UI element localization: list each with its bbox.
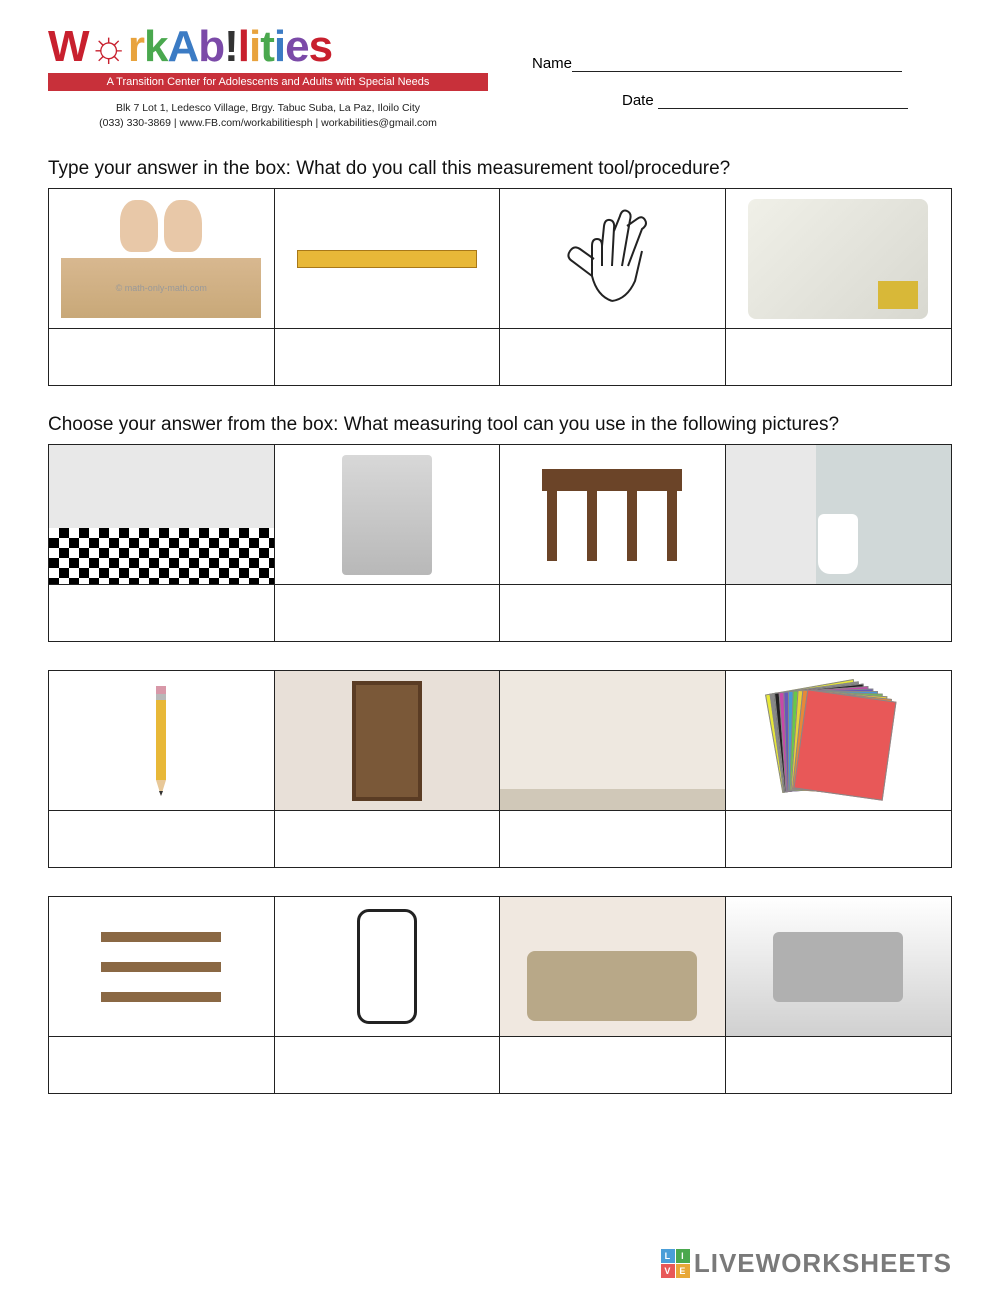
kitchen-sink-image	[726, 897, 952, 1037]
footer-brand: LIVEWORKSHEETS	[694, 1248, 952, 1279]
section-2-grid-row-3	[48, 896, 952, 1094]
tagline: A Transition Center for Adolescents and …	[48, 73, 488, 91]
section-1-grid: © math-only-math.com	[48, 188, 952, 386]
date-label: Date	[622, 92, 654, 109]
liveworksheets-logo: L I V E LIVEWORKSHEETS	[661, 1248, 952, 1279]
question-1: Type your answer in the box: What do you…	[48, 158, 952, 180]
section-2-grid-row-1	[48, 444, 952, 642]
wooden-table-image	[500, 445, 726, 585]
answer-input-8[interactable]	[726, 585, 952, 641]
address: Blk 7 Lot 1, Ledesco Village, Brgy. Tabu…	[48, 101, 488, 130]
answer-input-12[interactable]	[726, 811, 952, 867]
live-icon: L I V E	[661, 1249, 690, 1278]
answer-input-4[interactable]	[726, 329, 952, 385]
answer-input-6[interactable]	[275, 585, 501, 641]
answer-input-9[interactable]	[49, 811, 275, 867]
colored-papers-image	[726, 671, 952, 811]
answer-input-15[interactable]	[500, 1037, 726, 1093]
name-field[interactable]: Name	[532, 55, 952, 72]
answer-input-7[interactable]	[500, 585, 726, 641]
answer-input-3[interactable]	[500, 329, 726, 385]
answer-input-14[interactable]	[275, 1037, 501, 1093]
section-2-grid-row-2	[48, 670, 952, 868]
answer-input-5[interactable]	[49, 585, 275, 641]
shelf-image	[49, 897, 275, 1037]
bathroom-image	[726, 445, 952, 585]
checkered-room-image	[49, 445, 275, 585]
pencil-image	[49, 671, 275, 811]
ruler-image	[275, 189, 501, 329]
name-label: Name	[532, 55, 572, 72]
sofa-image	[500, 897, 726, 1037]
smartphone-image	[275, 897, 501, 1037]
refrigerator-image	[275, 445, 501, 585]
hand-span-image	[500, 189, 726, 329]
logo-section: W☼rkAb!lities A Transition Center for Ad…	[48, 25, 488, 130]
tape-measure-image	[726, 189, 952, 329]
address-line-1: Blk 7 Lot 1, Ledesco Village, Brgy. Tabu…	[48, 101, 488, 116]
empty-room-image	[500, 671, 726, 811]
address-line-2: (033) 330-3869 | www.FB.com/workabilitie…	[48, 116, 488, 131]
answer-input-16[interactable]	[726, 1037, 952, 1093]
feet-caption: © math-only-math.com	[61, 258, 261, 318]
answer-input-10[interactable]	[275, 811, 501, 867]
answer-input-1[interactable]	[49, 329, 275, 385]
logo-text: W☼rkAb!lities	[48, 25, 488, 69]
question-2: Choose your answer from the box: What me…	[48, 414, 952, 436]
name-date-fields: Name Date	[532, 25, 952, 109]
header: W☼rkAb!lities A Transition Center for Ad…	[48, 25, 952, 130]
answer-input-11[interactable]	[500, 811, 726, 867]
answer-input-2[interactable]	[275, 329, 501, 385]
date-field[interactable]: Date	[532, 92, 952, 109]
door-image	[275, 671, 501, 811]
feet-measurement-image: © math-only-math.com	[49, 189, 275, 329]
answer-input-13[interactable]	[49, 1037, 275, 1093]
